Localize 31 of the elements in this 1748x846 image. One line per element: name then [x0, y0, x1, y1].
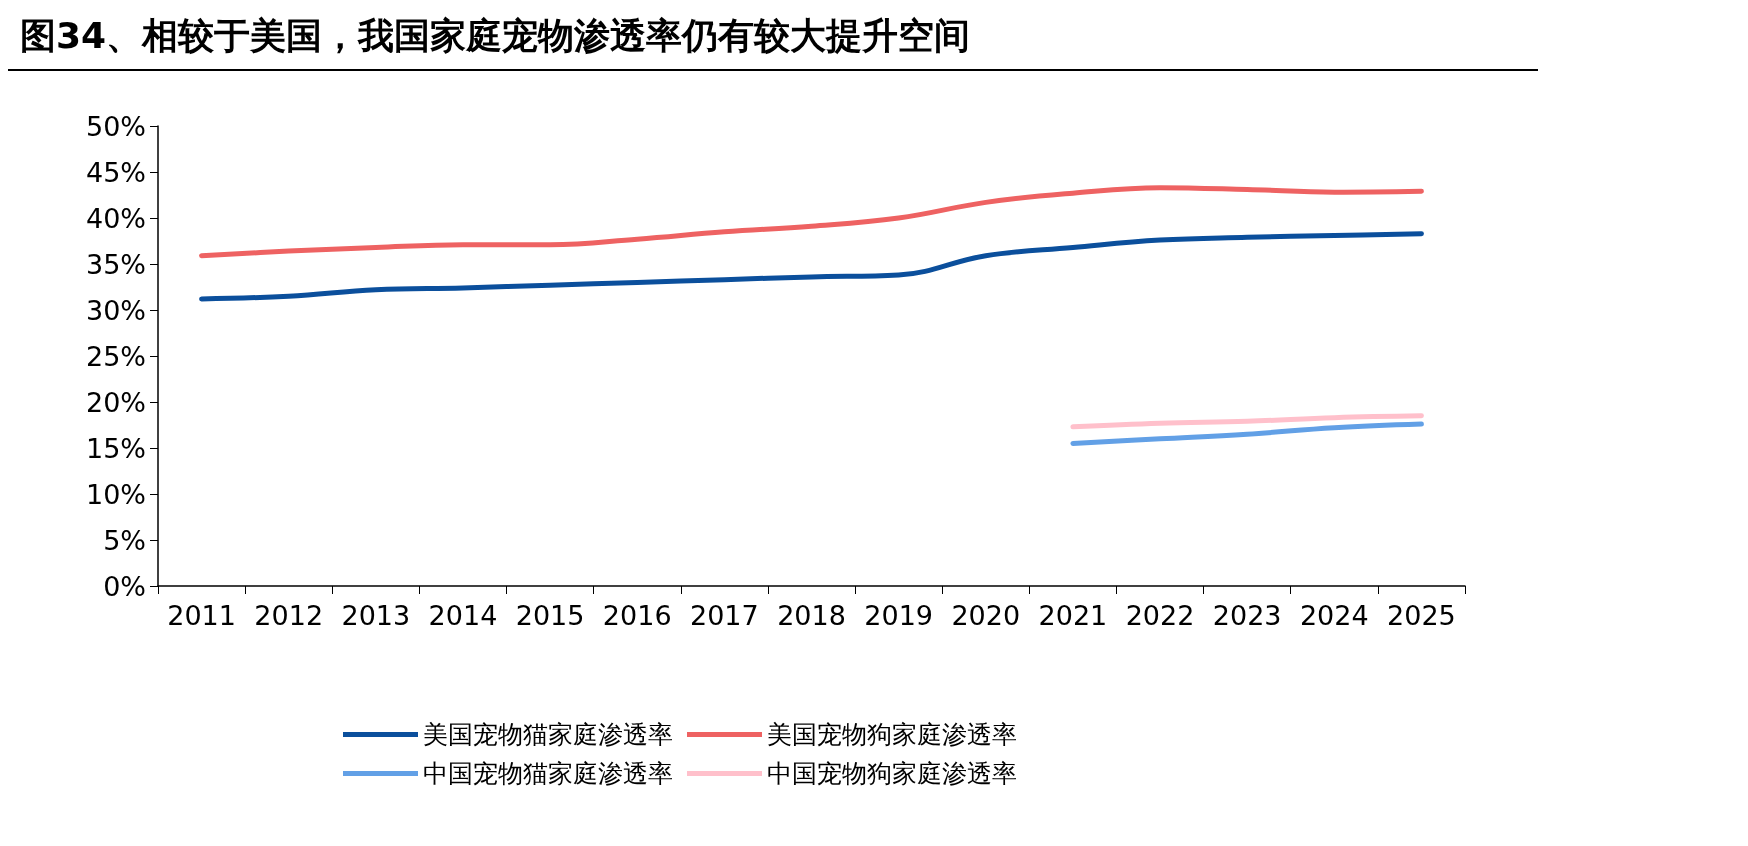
- x-tick-label: 2015: [515, 600, 585, 631]
- legend-label: 中国宠物狗家庭渗透率: [767, 759, 1017, 788]
- x-tick-label: 2018: [777, 600, 846, 631]
- x-tick-label: 2022: [1125, 600, 1195, 631]
- y-tick-label: 20%: [85, 386, 146, 418]
- x-tick-label: 2016: [602, 600, 672, 631]
- y-tick-label: 35%: [85, 248, 146, 280]
- y-tick-label: 30%: [85, 294, 146, 326]
- x-tick-label: 2023: [1212, 600, 1282, 631]
- legend-label: 美国宠物狗家庭渗透率: [767, 720, 1017, 749]
- x-tick-label: 2013: [341, 600, 411, 631]
- x-tick-label: 2014: [428, 600, 498, 631]
- y-tick-label: 25%: [85, 340, 146, 372]
- y-tick-label: 15%: [85, 432, 146, 464]
- legend-label: 美国宠物猫家庭渗透率: [423, 720, 673, 749]
- x-tick-label: 2025: [1387, 600, 1456, 631]
- y-tick-label: 40%: [85, 202, 146, 234]
- x-tick-label: 2012: [254, 600, 324, 631]
- chart-title: 图34、相较于美国，我国家庭宠物渗透率仍有较大提升空间: [8, 8, 1538, 71]
- x-tick-label: 2020: [951, 600, 1021, 631]
- x-tick-label: 2017: [690, 600, 759, 631]
- y-tick-label: 5%: [103, 524, 146, 556]
- y-tick-label: 50%: [85, 110, 146, 142]
- y-tick-label: 0%: [103, 570, 146, 602]
- x-tick-label: 2024: [1299, 600, 1369, 631]
- x-tick-label: 2011: [167, 600, 236, 631]
- legend-label: 中国宠物猫家庭渗透率: [423, 759, 673, 788]
- x-tick-label: 2019: [864, 600, 933, 631]
- x-tick-label: 2021: [1038, 600, 1108, 631]
- y-tick-label: 45%: [85, 156, 146, 188]
- y-tick-label: 10%: [85, 478, 146, 510]
